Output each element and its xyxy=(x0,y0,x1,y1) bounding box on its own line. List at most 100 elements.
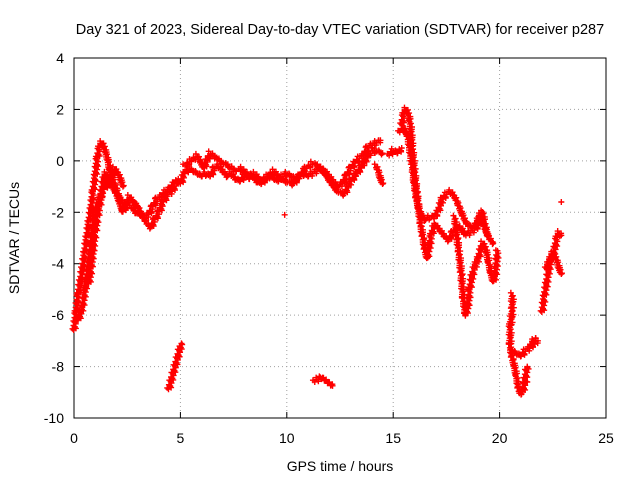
data-point xyxy=(558,199,565,205)
data-point xyxy=(408,152,415,159)
data-point xyxy=(524,363,531,370)
data-point xyxy=(112,189,119,196)
x-axis-label: GPS time / hours xyxy=(287,458,394,474)
data-point xyxy=(114,197,121,204)
y-tick-label: -4 xyxy=(52,256,65,272)
y-tick-label: -2 xyxy=(52,204,65,220)
data-point xyxy=(109,163,116,170)
plot-frame xyxy=(73,57,607,419)
data-point xyxy=(398,145,405,151)
data-point xyxy=(241,170,248,177)
data-point xyxy=(446,186,453,193)
chart-title: Day 321 of 2023, Sidereal Day-to-day VTE… xyxy=(76,22,604,38)
data-point xyxy=(439,230,446,237)
data-point xyxy=(114,192,121,199)
data-point xyxy=(406,110,413,117)
data-point xyxy=(129,198,136,205)
y-tick-label: -6 xyxy=(52,307,65,323)
data-point xyxy=(489,241,496,248)
x-tick-label: 15 xyxy=(385,430,401,446)
data-point xyxy=(453,223,460,230)
data-point xyxy=(212,153,219,160)
x-tick-label: 5 xyxy=(177,430,185,446)
x-tick-label: 0 xyxy=(70,430,78,446)
data-point xyxy=(412,182,419,189)
data-point xyxy=(413,190,420,197)
data-point xyxy=(512,364,519,371)
data-point xyxy=(322,377,329,384)
data-point xyxy=(411,171,418,178)
data-point xyxy=(379,181,386,187)
data-point xyxy=(281,211,288,218)
data-point xyxy=(494,253,501,260)
data-point xyxy=(218,166,225,173)
data-point xyxy=(192,150,199,157)
y-tick-label: 0 xyxy=(56,153,64,169)
data-point xyxy=(114,168,121,175)
data-point xyxy=(379,150,386,157)
data-point xyxy=(456,244,463,251)
x-tick-label: 25 xyxy=(598,430,614,446)
data-point xyxy=(435,225,442,232)
data-point xyxy=(558,271,565,277)
data-point xyxy=(250,168,257,175)
data-point xyxy=(329,382,336,389)
data-point xyxy=(116,176,123,183)
data-point xyxy=(558,232,565,239)
data-point xyxy=(124,192,131,199)
y-tick-label: -8 xyxy=(52,359,65,375)
data-point xyxy=(416,210,423,217)
data-point xyxy=(377,137,384,144)
axis-ticks: 0 5 10 15 20 25 -10 -8 -6 -4 -2 0 2 4 xyxy=(44,50,614,446)
data-point xyxy=(514,374,521,381)
data-point xyxy=(486,261,493,268)
data-point xyxy=(554,228,561,235)
data-point xyxy=(314,161,321,168)
y-axis-label: SDTVAR / TECUs xyxy=(6,182,22,294)
data-point xyxy=(490,240,497,247)
data-point xyxy=(106,158,113,165)
data-point xyxy=(457,259,464,266)
data-point xyxy=(532,335,539,342)
y-tick-label: -10 xyxy=(44,410,64,426)
data-point xyxy=(205,148,212,155)
data-point xyxy=(269,166,276,173)
data-points xyxy=(69,104,565,398)
y-tick-label: 2 xyxy=(56,101,64,117)
data-point xyxy=(178,340,185,347)
data-point xyxy=(405,135,412,142)
data-point xyxy=(418,223,425,230)
data-point xyxy=(320,168,327,175)
y-tick-label: 4 xyxy=(56,50,64,66)
data-point xyxy=(133,202,140,209)
data-point xyxy=(484,251,491,258)
data-point xyxy=(452,215,459,222)
data-point xyxy=(223,174,230,181)
data-point xyxy=(410,164,417,171)
data-point xyxy=(482,220,489,227)
data-point xyxy=(407,144,414,151)
data-point xyxy=(483,232,490,239)
data-point xyxy=(480,210,487,217)
data-point xyxy=(327,177,334,184)
data-point xyxy=(351,163,358,170)
data-point xyxy=(421,217,428,224)
x-tick-label: 10 xyxy=(279,430,295,446)
data-point xyxy=(326,179,333,186)
data-point xyxy=(524,379,531,385)
x-tick-label: 20 xyxy=(492,430,508,446)
data-point xyxy=(196,158,203,165)
data-point xyxy=(456,251,463,258)
data-point xyxy=(454,236,461,243)
grid-lines xyxy=(74,58,606,418)
data-point xyxy=(119,183,126,190)
data-point xyxy=(420,236,427,243)
data-point xyxy=(458,212,465,219)
data-point xyxy=(319,374,326,381)
data-point xyxy=(237,163,244,170)
data-point xyxy=(141,217,148,224)
data-point xyxy=(224,161,231,168)
data-point xyxy=(494,247,501,254)
data-point xyxy=(324,175,331,182)
